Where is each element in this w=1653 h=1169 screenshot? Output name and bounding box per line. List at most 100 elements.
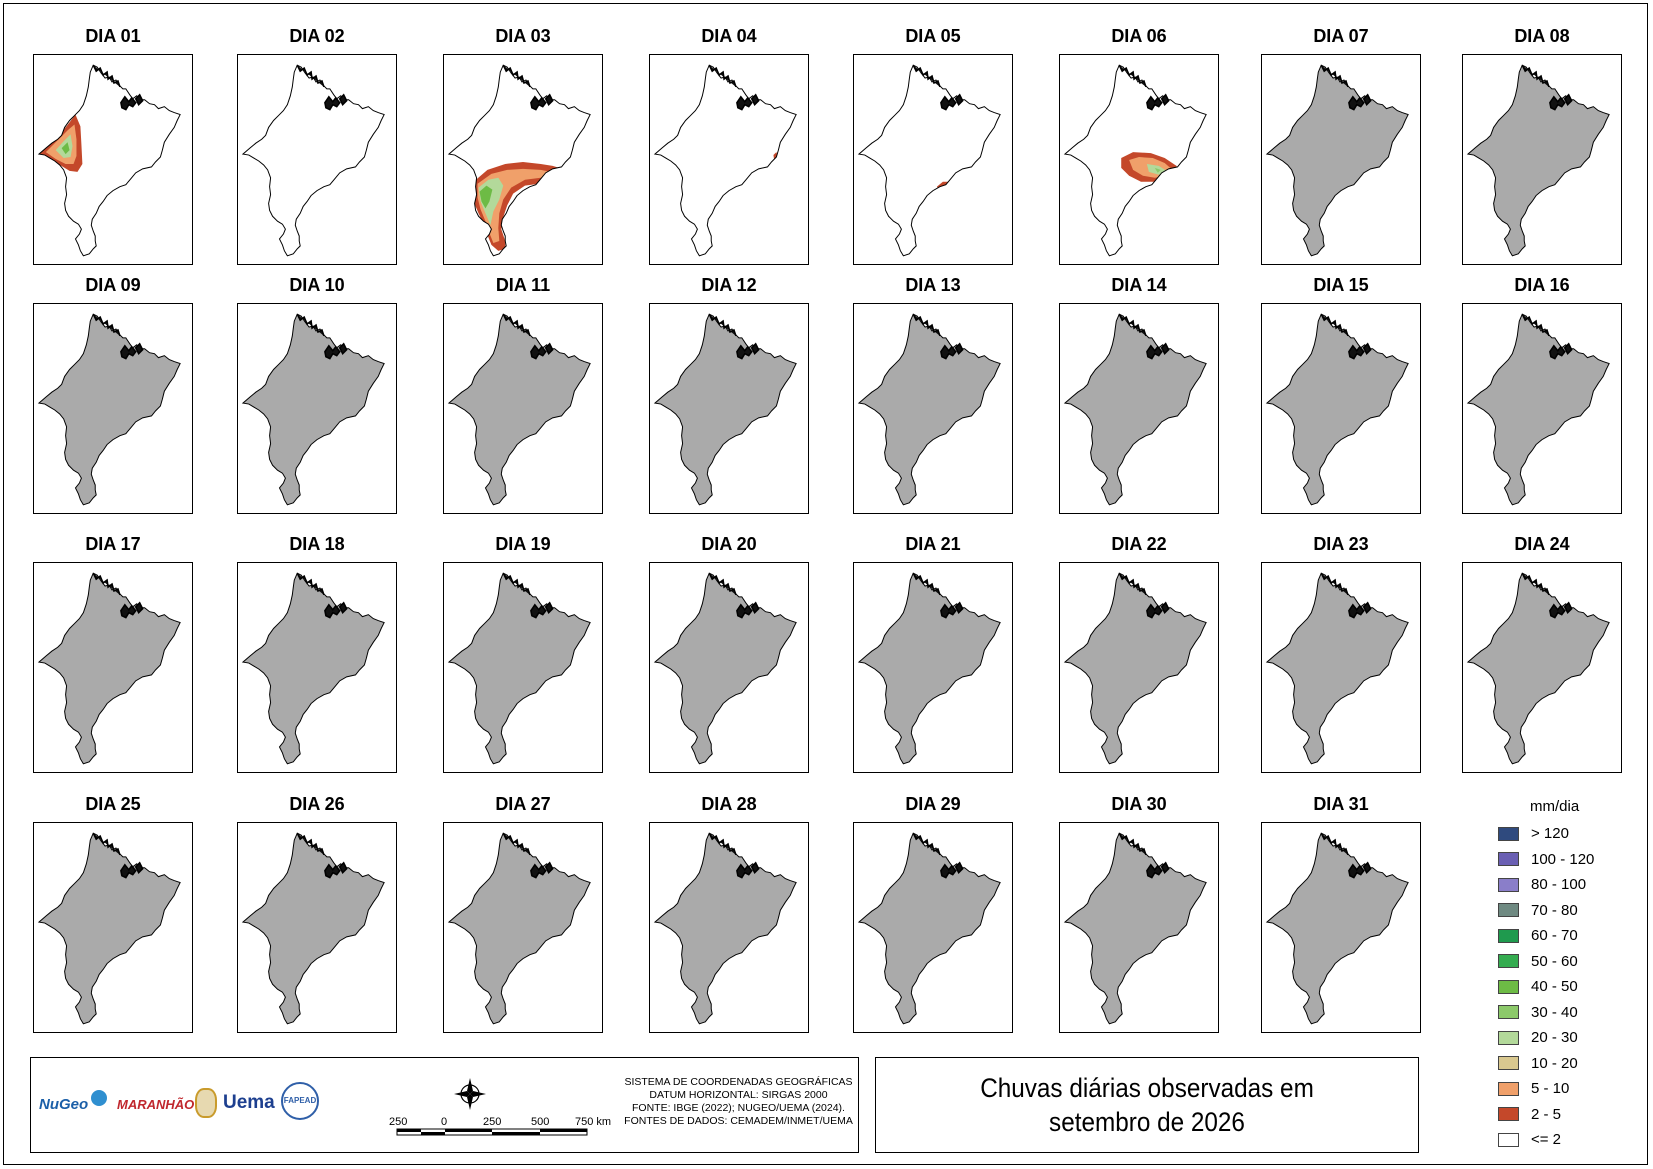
coastline-islands bbox=[1521, 572, 1573, 619]
rain-area bbox=[61, 142, 70, 155]
coastline-islands bbox=[1118, 832, 1170, 879]
legend-item: 10 - 20 bbox=[1498, 1051, 1648, 1077]
day-panel-title: DIA 09 bbox=[85, 275, 141, 295]
rain-areas bbox=[473, 161, 563, 251]
legend-item: 100 - 120 bbox=[1498, 847, 1648, 873]
state-map bbox=[241, 64, 385, 257]
coastline-islands bbox=[912, 64, 964, 111]
state-area bbox=[1467, 573, 1610, 764]
day-map-frame bbox=[33, 562, 193, 773]
state-area bbox=[242, 573, 385, 764]
state-map bbox=[447, 64, 591, 257]
legend-swatch bbox=[1498, 826, 1519, 841]
state-map bbox=[241, 572, 385, 765]
legend: mm/dia > 120 100 - 120 80 - 100 70 - 80 60 -… bbox=[1498, 798, 1648, 1153]
state-area bbox=[448, 314, 591, 505]
day-panel: DIA 25 bbox=[13, 790, 213, 1041]
state-area bbox=[654, 65, 797, 256]
legend-title: mm/dia bbox=[1530, 798, 1580, 815]
coastline-islands bbox=[502, 64, 554, 111]
legend-item: <= 2 bbox=[1498, 1127, 1648, 1153]
legend-rows: > 120 100 - 120 80 - 100 70 - 80 60 - 70 50 -… bbox=[1498, 821, 1648, 1153]
coastline-islands bbox=[1521, 313, 1573, 360]
coastline-islands bbox=[1118, 572, 1170, 619]
day-map-frame bbox=[649, 54, 809, 265]
state-map bbox=[1063, 832, 1207, 1025]
state-area bbox=[1467, 314, 1610, 505]
coastline-islands bbox=[1320, 572, 1372, 619]
state-map bbox=[1265, 313, 1409, 506]
coastline-islands bbox=[708, 832, 760, 879]
legend-swatch bbox=[1498, 1056, 1519, 1071]
state-map bbox=[653, 313, 797, 506]
coastline-islands bbox=[92, 64, 144, 111]
day-panel: DIA 13 bbox=[833, 271, 1033, 522]
state-area bbox=[858, 833, 1001, 1024]
legend-swatch bbox=[1498, 1107, 1519, 1122]
legend-item: 60 - 70 bbox=[1498, 923, 1648, 949]
state-area bbox=[858, 314, 1001, 505]
day-map-frame bbox=[443, 303, 603, 514]
day-panel: DIA 30 bbox=[1039, 790, 1239, 1041]
legend-swatch bbox=[1498, 877, 1519, 892]
state-area bbox=[242, 833, 385, 1024]
coastline-islands bbox=[708, 572, 760, 619]
day-panel-title: DIA 25 bbox=[85, 794, 141, 814]
state-map bbox=[37, 64, 181, 257]
state-area bbox=[1467, 65, 1610, 256]
legend-label: 20 - 30 bbox=[1531, 1029, 1578, 1047]
day-map-frame bbox=[237, 54, 397, 265]
globe-icon bbox=[91, 1090, 107, 1106]
legend-label: 2 - 5 bbox=[1531, 1105, 1562, 1123]
day-panel-title: DIA 07 bbox=[1313, 26, 1369, 46]
coastline-islands bbox=[92, 572, 144, 619]
legend-label: > 120 bbox=[1531, 825, 1569, 843]
day-map-frame bbox=[649, 822, 809, 1033]
day-panel: DIA 28 bbox=[629, 790, 829, 1041]
state-area bbox=[1266, 833, 1409, 1024]
state-map bbox=[1265, 572, 1409, 765]
day-panel-title: DIA 21 bbox=[905, 534, 961, 554]
state-area bbox=[448, 573, 591, 764]
day-panel: DIA 23 bbox=[1241, 530, 1441, 781]
state-map bbox=[241, 832, 385, 1025]
legend-label: 5 - 10 bbox=[1531, 1080, 1570, 1098]
state-map bbox=[653, 832, 797, 1025]
state-map bbox=[37, 572, 181, 765]
state-map bbox=[1063, 572, 1207, 765]
day-panel-title: DIA 29 bbox=[905, 794, 961, 814]
day-panel-title: DIA 01 bbox=[85, 26, 141, 46]
day-panel: DIA 09 bbox=[13, 271, 213, 522]
legend-swatch bbox=[1498, 903, 1519, 918]
coastline-islands bbox=[708, 313, 760, 360]
day-panel: DIA 07 bbox=[1241, 22, 1441, 273]
legend-swatch bbox=[1498, 1081, 1519, 1096]
day-panel-title: DIA 15 bbox=[1313, 275, 1369, 295]
day-map-frame bbox=[853, 562, 1013, 773]
day-panel-title: DIA 23 bbox=[1313, 534, 1369, 554]
day-panel-title: DIA 14 bbox=[1111, 275, 1167, 295]
day-panel-title: DIA 02 bbox=[289, 26, 345, 46]
scale-label-250: 250 bbox=[483, 1116, 502, 1128]
day-panel: DIA 05 bbox=[833, 22, 1033, 273]
day-panel: DIA 18 bbox=[217, 530, 417, 781]
state-area bbox=[1266, 314, 1409, 505]
day-panel: DIA 04 bbox=[629, 22, 829, 273]
uema-logo: Uema bbox=[223, 1092, 275, 1113]
legend-label: 100 - 120 bbox=[1531, 850, 1595, 868]
day-map-frame bbox=[853, 54, 1013, 265]
day-panel: DIA 24 bbox=[1442, 530, 1642, 781]
day-panel-title: DIA 30 bbox=[1111, 794, 1167, 814]
state-area bbox=[38, 65, 181, 256]
day-panel-title: DIA 17 bbox=[85, 534, 141, 554]
state-map bbox=[447, 832, 591, 1025]
legend-item: > 120 bbox=[1498, 821, 1648, 847]
day-map-frame bbox=[649, 303, 809, 514]
rain-area bbox=[479, 185, 493, 209]
day-panel-title: DIA 31 bbox=[1313, 794, 1369, 814]
map-title: Chuvas diárias observadas em setembro de… bbox=[980, 1073, 1314, 1137]
legend-item: 40 - 50 bbox=[1498, 974, 1648, 1000]
day-panel-title: DIA 10 bbox=[289, 275, 345, 295]
state-map bbox=[1265, 64, 1409, 257]
coastline-islands bbox=[1118, 64, 1170, 111]
